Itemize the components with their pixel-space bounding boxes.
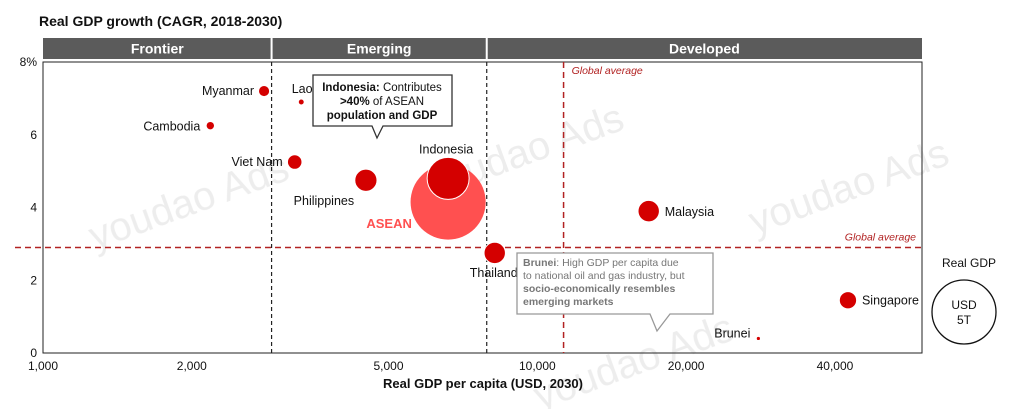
bubble-label-viet-nam: Viet Nam bbox=[232, 155, 283, 169]
size-legend-title: Real GDP bbox=[942, 256, 996, 270]
bubble-label-laos: Laos bbox=[292, 82, 319, 96]
segment-frontier-label: Frontier bbox=[131, 41, 184, 57]
global-average-horizontal-label: Global average bbox=[845, 232, 916, 244]
svg-text:Brunei: High GDP per capita du: Brunei: High GDP per capita due bbox=[523, 257, 679, 269]
brunei-callout-text1: : High GDP per capita due bbox=[556, 257, 679, 269]
segment-frontier-bar bbox=[43, 38, 272, 59]
y-tick-label: 6 bbox=[30, 128, 37, 142]
brunei-callout-text4: emerging markets bbox=[523, 296, 614, 308]
indonesia-callout-pct: >40% bbox=[340, 96, 370, 108]
svg-text:Indonesia: Contributes: Indonesia: Contributes bbox=[322, 82, 442, 94]
x-axis-label: Real GDP per capita (USD, 2030) bbox=[383, 376, 583, 391]
bubble-thailand bbox=[483, 241, 506, 265]
bubbles bbox=[205, 85, 858, 342]
bubble-indonesia bbox=[426, 156, 470, 200]
segment-emerging-bar bbox=[271, 38, 487, 59]
y-tick-label: 2 bbox=[30, 273, 37, 287]
indonesia-callout-line3: population and GDP bbox=[327, 110, 438, 122]
bubble-label-singapore: Singapore bbox=[862, 293, 919, 307]
bubble-viet-nam bbox=[286, 154, 303, 170]
x-tick-label: 20,000 bbox=[668, 359, 705, 373]
segment-emerging-label: Emerging bbox=[347, 41, 412, 57]
bubble-singapore bbox=[838, 291, 858, 310]
indonesia-callout: Indonesia: Contributes >40% of ASEAN pop… bbox=[312, 74, 453, 140]
brunei-callout-text3: socio-economically resembles bbox=[523, 283, 675, 295]
y-tick-label: 4 bbox=[30, 201, 37, 215]
segment-developed-label: Developed bbox=[669, 41, 740, 57]
x-axis-ticks: 1,000 2,000 5,000 10,000 20,000 40,000 bbox=[28, 359, 854, 373]
bubble-label-asean: ASEAN bbox=[366, 216, 412, 231]
watermark-text-4: youdao Ads bbox=[528, 306, 740, 409]
bubble-label-cambodia: Cambodia bbox=[143, 120, 200, 134]
x-tick-label: 2,000 bbox=[177, 359, 207, 373]
bubble-cambodia bbox=[205, 120, 216, 131]
chart-title: Real GDP growth (CAGR, 2018-2030) bbox=[39, 13, 282, 29]
brunei-callout-bold: Brunei bbox=[523, 257, 556, 269]
bubble-label-indonesia: Indonesia bbox=[419, 142, 473, 156]
x-tick-label: 5,000 bbox=[374, 359, 404, 373]
svg-text:>40% of ASEAN: >40% of ASEAN bbox=[340, 96, 424, 108]
bubble-label-thailand: Thailand bbox=[470, 266, 518, 280]
global-average-vertical-label: Global average bbox=[572, 65, 643, 77]
bubble-label-philippines: Philippines bbox=[294, 194, 354, 208]
y-tick-label: 0 bbox=[30, 346, 37, 360]
bubble-label-brunei: Brunei bbox=[714, 326, 750, 340]
brunei-callout: Brunei: High GDP per capita due to natio… bbox=[516, 252, 714, 333]
global-average-lines: Global average Global average bbox=[15, 62, 922, 353]
y-tick-label: 8% bbox=[20, 55, 38, 69]
size-legend-line2: 5T bbox=[957, 313, 972, 327]
segment-header: Frontier Emerging Developed bbox=[43, 38, 922, 59]
segment-developed-bar bbox=[486, 38, 922, 59]
y-axis-ticks: 0 2 4 6 8% bbox=[20, 55, 38, 360]
indonesia-callout-text: Contributes bbox=[380, 82, 442, 94]
bubble-brunei bbox=[755, 335, 761, 342]
bubble-label-myanmar: Myanmar bbox=[202, 84, 254, 98]
watermark-text-3: youdao Ads bbox=[743, 131, 955, 244]
size-legend: Real GDP USD 5T bbox=[931, 256, 997, 345]
plot-frame bbox=[42, 61, 923, 354]
size-legend-circle bbox=[931, 279, 997, 345]
bubble-myanmar bbox=[257, 85, 271, 98]
x-tick-label: 40,000 bbox=[817, 359, 854, 373]
indonesia-callout-bold: Indonesia: bbox=[322, 82, 380, 94]
indonesia-callout-box bbox=[312, 74, 453, 140]
indonesia-callout-text2: of ASEAN bbox=[370, 96, 424, 108]
bubble-labels: Myanmar Laos Cambodia Viet Nam Philippines In… bbox=[143, 82, 919, 340]
brunei-callout-text2: to national oil and gas industry, but bbox=[523, 270, 685, 282]
bubble-philippines bbox=[354, 168, 378, 192]
x-tick-label: 1,000 bbox=[28, 359, 58, 373]
bubble-laos bbox=[297, 98, 305, 106]
x-tick-label: 10,000 bbox=[519, 359, 556, 373]
bubble-label-malaysia: Malaysia bbox=[665, 205, 714, 219]
bubble-malaysia bbox=[637, 199, 660, 223]
size-legend-line1: USD bbox=[951, 298, 977, 312]
brunei-callout-box bbox=[516, 252, 714, 333]
